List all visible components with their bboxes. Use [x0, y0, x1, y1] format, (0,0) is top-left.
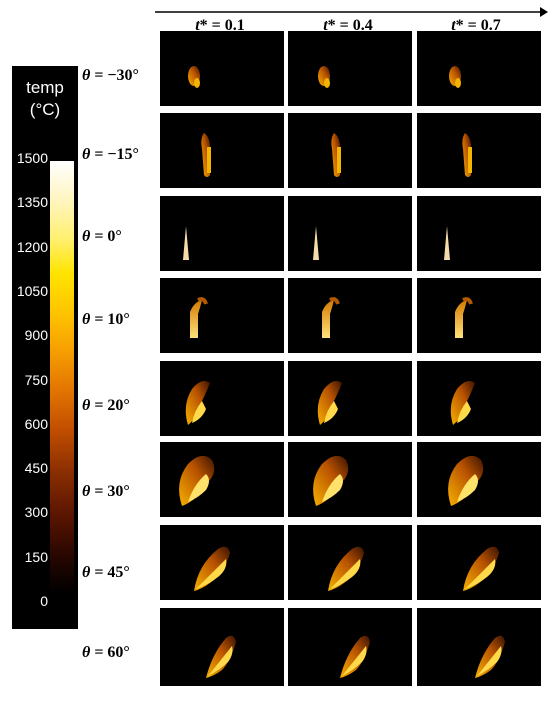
flame-panel-60-t01	[160, 608, 284, 686]
colorbar-tick-1050: 1050	[16, 282, 48, 299]
colorbar-tick-750: 750	[24, 371, 48, 388]
colorbar-gradient	[50, 161, 74, 593]
flame-panel-minus15-t04	[288, 113, 412, 188]
colorbar-tick-300: 300	[24, 504, 48, 521]
flame-panel-45-t01	[160, 525, 284, 600]
flame-panel-30-t01	[160, 442, 284, 517]
colorbar-tick-150: 150	[24, 548, 48, 565]
row-label-10: θ = 10°	[82, 311, 130, 328]
flame-panel-45-t07	[417, 525, 541, 600]
colorbar-tick-600: 600	[24, 415, 48, 432]
colorbar-tick-450: 450	[24, 460, 48, 477]
temperature-colorbar: temp (°C) 1500 1350 1200 1050 900 750 600 450 30…	[12, 66, 78, 629]
flame-panel-minus30-t04	[288, 31, 412, 106]
column-header-t04: t* = 0.4	[323, 17, 373, 34]
flame-panel-20-t01	[160, 361, 284, 436]
colorbar-tick-1350: 1350	[16, 194, 48, 211]
flame-panel-45-t04	[288, 525, 412, 600]
colorbar-title-line1: temp	[26, 78, 64, 97]
flame-panel-30-t04	[288, 442, 412, 517]
flame-panel-minus30-t07	[417, 31, 541, 106]
colorbar-tick-1500: 1500	[16, 150, 48, 166]
colorbar-tick-0: 0	[40, 593, 48, 609]
colorbar-tick-1200: 1200	[16, 238, 48, 255]
flame-panel-20-t07	[417, 361, 541, 436]
flame-panel-30-t07	[417, 442, 541, 517]
row-label-30: θ = 30°	[82, 483, 130, 500]
row-label-60: θ = 60°	[82, 644, 130, 661]
flame-panel-10-t07	[417, 278, 541, 353]
colorbar-tick-900: 900	[24, 327, 48, 344]
flame-panel-10-t04	[288, 278, 412, 353]
row-label-20: θ = 20°	[82, 397, 130, 414]
flame-panel-60-t07	[417, 608, 541, 686]
row-label-0: θ = 0°	[82, 228, 122, 245]
flame-panel-10-t01	[160, 278, 284, 353]
row-label-minus30: θ = −30°	[82, 67, 139, 84]
flame-panel-minus15-t07	[417, 113, 541, 188]
row-label-minus15: θ = −15°	[82, 146, 139, 163]
time-arrow	[155, 7, 548, 17]
flame-panel-60-t04	[288, 608, 412, 686]
flame-panel-0-t01	[160, 196, 284, 271]
flame-panel-0-t07	[417, 196, 541, 271]
column-header-t07: t* = 0.7	[451, 17, 501, 34]
flame-panel-0-t04	[288, 196, 412, 271]
flame-panel-minus30-t01	[160, 31, 284, 106]
flame-panel-20-t04	[288, 361, 412, 436]
colorbar-title-line2: (°C)	[29, 100, 61, 119]
column-header-t01: t* = 0.1	[195, 17, 245, 34]
row-label-45: θ = 45°	[82, 564, 130, 581]
flame-panel-minus15-t01	[160, 113, 284, 188]
